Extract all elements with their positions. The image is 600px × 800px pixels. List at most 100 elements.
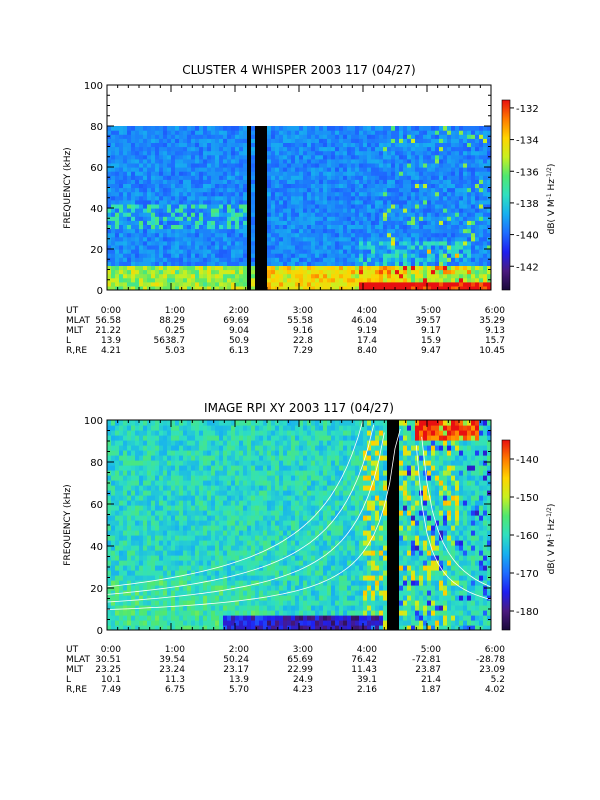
spectrogram-cell (159, 162, 164, 168)
spectrogram-cell (163, 530, 168, 536)
spectrogram-cell (467, 244, 472, 250)
spectrogram-cell (379, 277, 384, 283)
spectrogram-cell (383, 232, 388, 238)
spectrogram-cell (171, 525, 176, 531)
spectrogram-cell (391, 167, 396, 172)
spectrogram-cell (355, 191, 360, 197)
spectrogram-cell (219, 126, 224, 131)
spectrogram-cell (303, 253, 308, 258)
spectrogram-cell (291, 158, 296, 164)
spectrogram-cell (407, 208, 412, 213)
spectrogram-cell (107, 261, 112, 266)
colorbar-tick-label: -142 (516, 262, 539, 273)
spectrogram-cell (415, 146, 420, 152)
spectrogram-cell (223, 171, 228, 176)
spectrogram-cell (415, 187, 420, 193)
spectrogram-cell (191, 545, 196, 551)
spectrogram-cell (455, 253, 460, 258)
spectrogram-cell (323, 265, 328, 271)
spectrogram-cell (235, 126, 240, 131)
spectrogram-cell (391, 208, 396, 213)
spectrogram-cell (243, 240, 248, 246)
spectrogram-cell (319, 146, 324, 152)
spectrogram-cell (203, 244, 208, 250)
spectrogram-cell (191, 590, 196, 596)
spectrogram-cell (163, 142, 168, 148)
spectrogram-cell (239, 253, 244, 258)
spectrogram-cell (115, 425, 120, 431)
spectrogram-cell (163, 240, 168, 246)
spectrogram-cell (303, 277, 308, 283)
spectrogram-cell (467, 216, 472, 221)
spectrogram-cell (327, 171, 332, 176)
spectrogram-cell (171, 281, 176, 287)
spectrogram-cell (351, 146, 356, 152)
spectrogram-cell (275, 220, 280, 225)
spectrogram-cell (483, 220, 488, 225)
spectrogram-cell (115, 505, 120, 511)
spectrogram-cell (131, 187, 136, 193)
spectrogram-cell (475, 146, 480, 152)
spectrogram-cell (427, 269, 432, 275)
spectrogram-cell (271, 269, 276, 275)
spectrogram-cell (119, 485, 124, 491)
spectrogram-cell (307, 191, 312, 197)
spectrogram-cell (339, 240, 344, 246)
spectrogram-cell (471, 167, 476, 172)
spectrogram-cell (135, 220, 140, 225)
spectrogram-cell (159, 199, 164, 205)
spectrogram-cell (275, 244, 280, 250)
spectrogram-cell (183, 167, 188, 172)
spectrogram-cell (151, 625, 156, 630)
spectrogram-cell (487, 224, 491, 230)
spectrogram-cell (415, 191, 420, 197)
ephemeris-value: 2:00 (229, 306, 249, 316)
spectrogram-cell (431, 191, 436, 197)
spectrogram-cell (255, 175, 260, 180)
spectrogram-cell (163, 175, 168, 180)
spectrogram-cell (187, 550, 192, 556)
spectrogram-cell (107, 420, 112, 426)
spectrogram-cell (183, 134, 188, 139)
spectrogram-cell (335, 240, 340, 246)
spectrogram-cell (375, 175, 380, 180)
spectrogram-cell (275, 203, 280, 209)
spectrogram-cell (239, 183, 244, 189)
spectrogram-cell (243, 175, 248, 180)
spectrogram-cell (171, 191, 176, 197)
spectrogram-cell (427, 224, 432, 230)
spectrogram-cell (147, 430, 152, 436)
spectrogram-cell (147, 203, 152, 209)
spectrogram-cell (455, 126, 460, 131)
spectrogram-cell (455, 257, 460, 262)
spectrogram-cell (363, 199, 368, 205)
spectrogram-cell (151, 525, 156, 531)
spectrogram-cell (403, 212, 408, 217)
spectrogram-cell (227, 285, 232, 290)
spectrogram-cell (459, 142, 464, 148)
spectrogram-cell (371, 158, 376, 164)
spectrogram-cell (407, 265, 412, 271)
spectrogram-cell (475, 208, 480, 213)
spectrogram-cell (303, 195, 308, 201)
spectrogram-cell (183, 261, 188, 266)
spectrogram-cell (175, 203, 180, 209)
spectrogram-cell (451, 236, 456, 242)
spectrogram-cell (199, 179, 204, 184)
spectrogram-cell (211, 249, 216, 254)
spectrogram-cell (447, 216, 452, 221)
spectrogram-cell (127, 228, 132, 234)
spectrogram-cell (247, 244, 252, 250)
spectrogram-cell (363, 232, 368, 238)
spectrogram-cell (139, 500, 144, 506)
spectrogram-cell (255, 203, 260, 209)
spectrogram-cell (347, 208, 352, 213)
spectrogram-cell (119, 179, 124, 184)
spectrogram-cell (307, 142, 312, 148)
spectrogram-cell (155, 615, 160, 621)
spectrogram-cell (487, 261, 491, 266)
spectrogram-cell (443, 285, 448, 290)
spectrogram-cell (179, 550, 184, 556)
spectrogram-cell (155, 134, 160, 139)
spectrogram-cell (327, 285, 332, 290)
